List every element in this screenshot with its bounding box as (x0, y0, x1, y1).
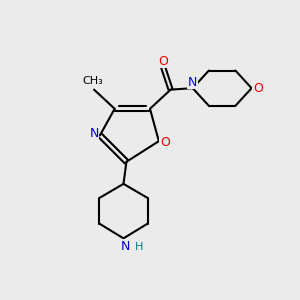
Text: CH₃: CH₃ (82, 76, 103, 86)
Text: O: O (160, 136, 170, 149)
Text: O: O (253, 82, 263, 95)
Text: N: N (188, 76, 197, 89)
Text: N: N (89, 127, 99, 140)
Text: H: H (135, 242, 143, 252)
Text: N: N (120, 240, 130, 253)
Text: O: O (158, 55, 168, 68)
